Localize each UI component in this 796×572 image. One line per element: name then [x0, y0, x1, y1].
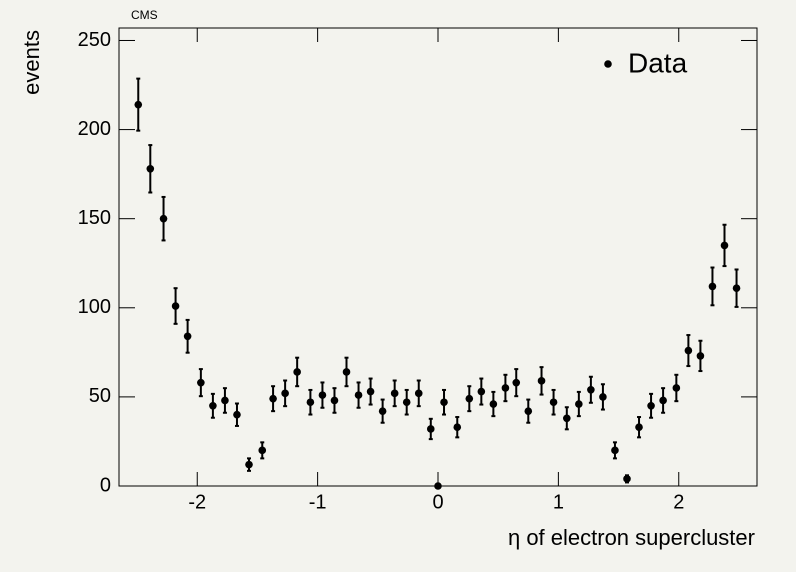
data-point — [159, 214, 168, 223]
data-point — [245, 460, 253, 469]
data-point — [426, 425, 435, 433]
data-point — [623, 475, 631, 483]
data-point — [366, 387, 375, 396]
data-point — [221, 396, 229, 405]
data-point — [720, 241, 729, 250]
data-point — [390, 389, 399, 398]
y-tick-label: 50 — [89, 385, 111, 407]
data-point — [587, 385, 595, 394]
data-point — [489, 400, 498, 408]
data-point — [563, 414, 571, 423]
data-point — [647, 402, 655, 410]
legend-marker — [604, 60, 612, 68]
x-tick-label: -1 — [309, 491, 327, 513]
header: CMS — [131, 8, 158, 22]
y-tick-label: 200 — [78, 118, 111, 140]
data-point — [635, 423, 643, 431]
data-point — [414, 389, 423, 398]
data-point — [171, 302, 180, 310]
data-point — [549, 398, 558, 407]
data-point — [611, 446, 619, 455]
x-tick-label: 1 — [553, 491, 564, 513]
data-point — [293, 368, 301, 376]
legend-label: Data — [628, 47, 688, 78]
data-point — [684, 346, 693, 355]
data-point — [575, 400, 583, 408]
data-point — [599, 393, 607, 401]
x-tick-label: 2 — [673, 491, 684, 513]
data-point — [402, 398, 411, 407]
data-point — [258, 446, 267, 455]
data-point — [465, 394, 474, 403]
data-point — [659, 396, 667, 405]
y-tick-label: 250 — [78, 29, 111, 51]
data-point — [318, 391, 327, 399]
data-point — [354, 391, 363, 399]
x-tick-label: 0 — [432, 491, 443, 513]
data-point — [342, 368, 351, 376]
data-point — [524, 407, 533, 415]
y-tick-label: 0 — [100, 474, 111, 496]
data-point — [708, 282, 717, 291]
data-point — [306, 398, 315, 407]
y-tick-label: 100 — [78, 296, 111, 318]
y-axis-title: events — [19, 30, 44, 95]
data-point — [512, 378, 521, 387]
x-axis-title: η of electron supercluster — [508, 525, 755, 550]
data-point — [501, 384, 510, 392]
data-point — [183, 332, 192, 341]
data-point — [209, 402, 217, 410]
data-point — [378, 407, 387, 415]
data-point — [233, 410, 241, 419]
data-point — [477, 387, 486, 396]
x-tick-label: -2 — [188, 491, 206, 513]
data-point — [453, 423, 462, 431]
data-point — [330, 396, 339, 405]
data-point — [440, 398, 448, 407]
data-point — [696, 352, 705, 360]
data-point — [197, 378, 205, 387]
data-point — [269, 394, 277, 403]
data-point — [281, 389, 289, 398]
data-point — [434, 482, 442, 490]
data-point — [537, 377, 546, 385]
data-point — [672, 384, 681, 392]
data-point — [134, 100, 143, 109]
y-tick-label: 150 — [78, 207, 111, 229]
data-point — [146, 164, 155, 173]
data-point — [732, 284, 741, 292]
